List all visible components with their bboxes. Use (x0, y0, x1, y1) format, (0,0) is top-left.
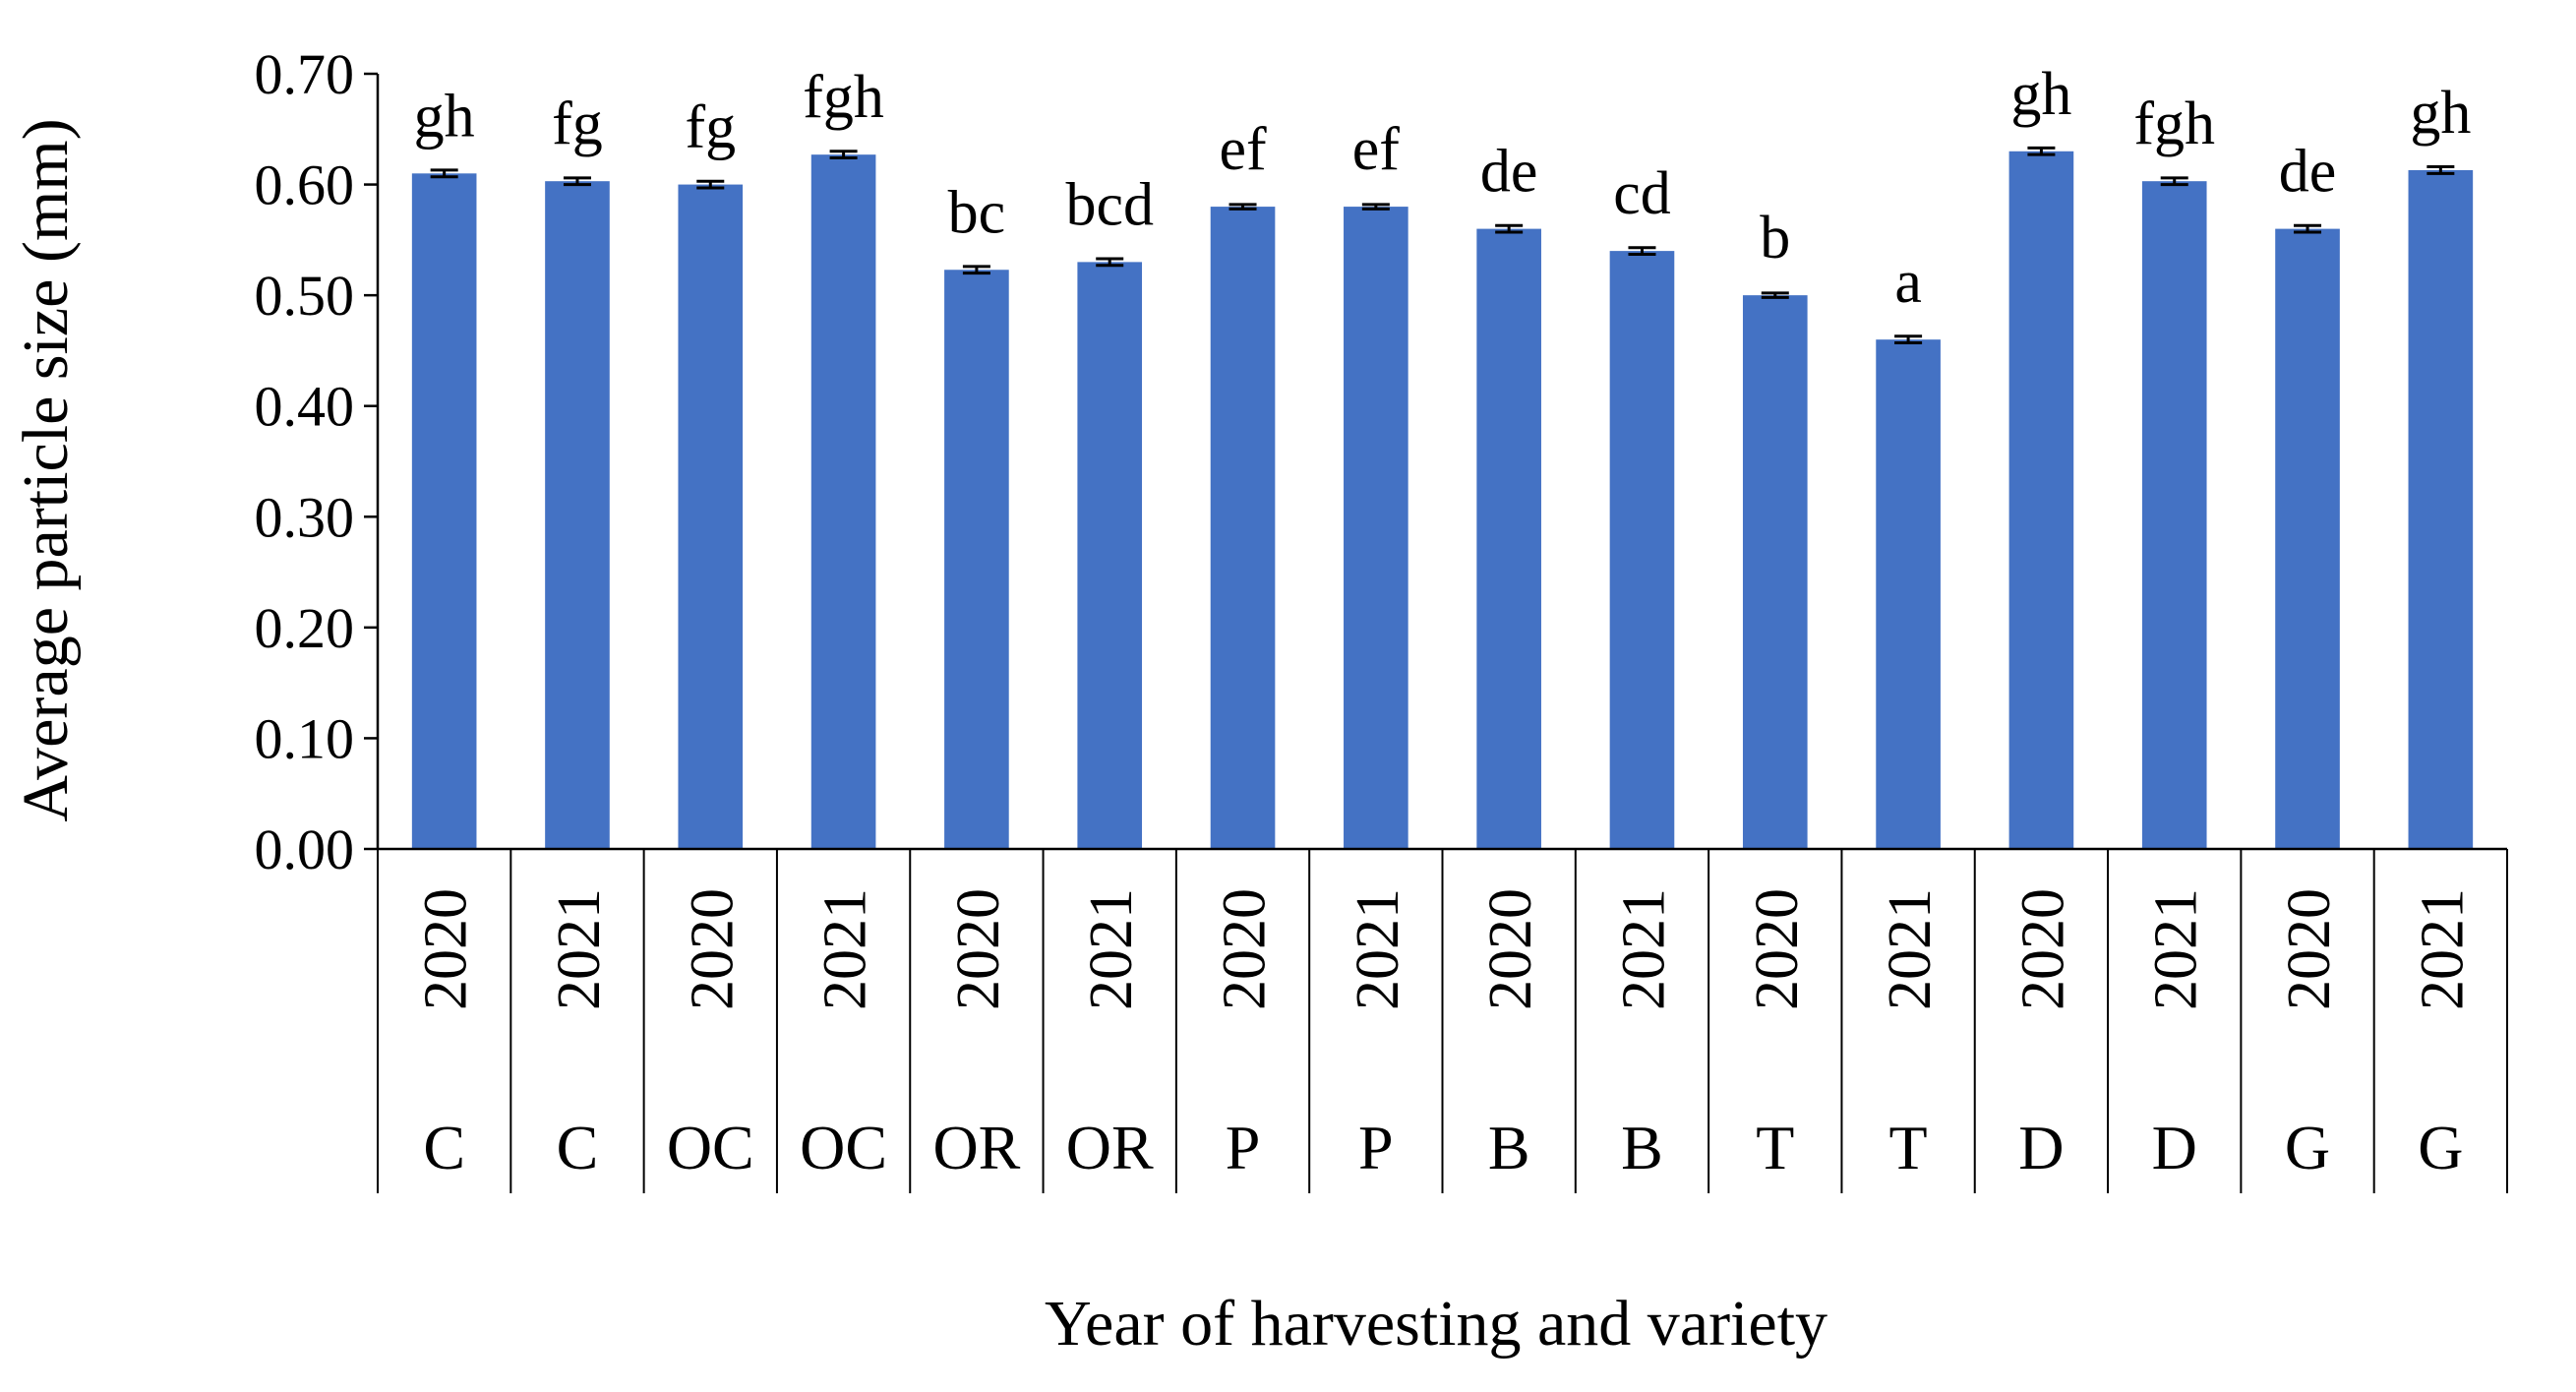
x-axis-title: Year of harvesting and variety (1045, 1288, 1827, 1360)
bar (1742, 295, 1808, 850)
x-year-label: 2021 (1877, 888, 1944, 1010)
x-variety-label: P (1358, 1113, 1394, 1182)
x-variety-label: OC (667, 1113, 754, 1182)
y-tick-label: 0.00 (255, 817, 355, 881)
x-year-label: 2021 (546, 888, 613, 1010)
x-year-label: 2020 (945, 888, 1012, 1010)
bar (810, 154, 876, 850)
bar (944, 270, 1009, 849)
y-tick-label: 0.60 (255, 153, 355, 217)
x-year-label: 2021 (812, 888, 879, 1010)
x-year-label: 2021 (1610, 888, 1677, 1010)
significance-letter: fgh (2133, 91, 2215, 157)
x-year-label: 2020 (2276, 888, 2343, 1010)
significance-letter: fg (685, 94, 736, 161)
significance-letter: ef (1219, 116, 1267, 183)
x-year-label: 2021 (2143, 888, 2210, 1010)
x-variety-label: OC (800, 1113, 887, 1182)
y-axis-title: Average particle size (mm) (10, 118, 82, 821)
significance-letter: ef (1352, 116, 1401, 183)
x-variety-label: OR (932, 1113, 1020, 1182)
x-year-label: 2020 (1477, 888, 1544, 1010)
y-tick-label: 0.20 (255, 596, 355, 660)
y-axis: 0.00 0.10 0.20 0.30 0.40 0.50 0.60 0.70 (255, 42, 380, 881)
error-bars (430, 146, 2455, 345)
y-tick-label: 0.70 (255, 42, 355, 106)
significance-letter: gh (2410, 80, 2471, 147)
y-tick-label: 0.30 (255, 485, 355, 549)
y-tick-label: 0.50 (255, 264, 355, 328)
bar (1344, 207, 1408, 850)
bar (678, 184, 744, 850)
significance-letter: a (1894, 249, 1922, 316)
x-variety-label: OR (1066, 1113, 1154, 1182)
bar (2275, 228, 2340, 850)
significance-letter: b (1760, 205, 1790, 272)
bar (411, 173, 477, 850)
x-year-label: 2020 (2009, 888, 2076, 1010)
x-variety-label: T (1889, 1113, 1928, 1182)
significance-letter: gh (414, 83, 475, 150)
x-variety-label: B (1621, 1113, 1663, 1182)
bar (2408, 169, 2474, 850)
bar (2141, 181, 2207, 850)
bars (411, 151, 2474, 850)
significance-letter: bc (948, 179, 1006, 246)
bar (1476, 228, 1541, 850)
bar (1210, 207, 1276, 850)
x-variety-label: D (2018, 1113, 2064, 1182)
x-variety-label: D (2152, 1113, 2197, 1182)
x-variety-label: P (1226, 1113, 1261, 1182)
x-year-label: 2021 (1078, 888, 1145, 1010)
significance-letter: bcd (1065, 171, 1154, 238)
x-year-label: 2020 (1212, 888, 1279, 1010)
bar (1609, 251, 1675, 850)
x-year-label: 2021 (1345, 888, 1411, 1010)
bar (1876, 339, 1941, 850)
bar (1077, 262, 1143, 849)
x-variety-label: C (557, 1113, 599, 1182)
x-variety-label: G (2418, 1113, 2463, 1182)
x-variety-label: B (1488, 1113, 1530, 1182)
y-tick-label: 0.10 (255, 706, 355, 770)
significance-letter: de (2279, 139, 2337, 206)
significance-letter: cd (1613, 160, 1671, 227)
x-axis: 2020 C 2021 C 2020 OC 2021 OC 2020 OR 2021 OR 2020 P 2… (377, 847, 2508, 1193)
significance-letter: gh (2010, 61, 2071, 128)
x-year-label: 2020 (413, 888, 480, 1010)
bar (2008, 151, 2074, 850)
significance-letter: fgh (803, 64, 884, 131)
x-year-label: 2020 (679, 888, 746, 1010)
x-year-label: 2020 (1744, 888, 1811, 1010)
bar (545, 181, 610, 850)
x-variety-label: C (423, 1113, 465, 1182)
x-year-label: 2021 (2409, 888, 2476, 1010)
x-variety-label: T (1756, 1113, 1794, 1182)
y-tick-label: 0.40 (255, 375, 355, 439)
significance-letter: de (1480, 139, 1538, 206)
x-variety-label: G (2285, 1113, 2330, 1182)
significance-letter: fg (552, 91, 603, 157)
